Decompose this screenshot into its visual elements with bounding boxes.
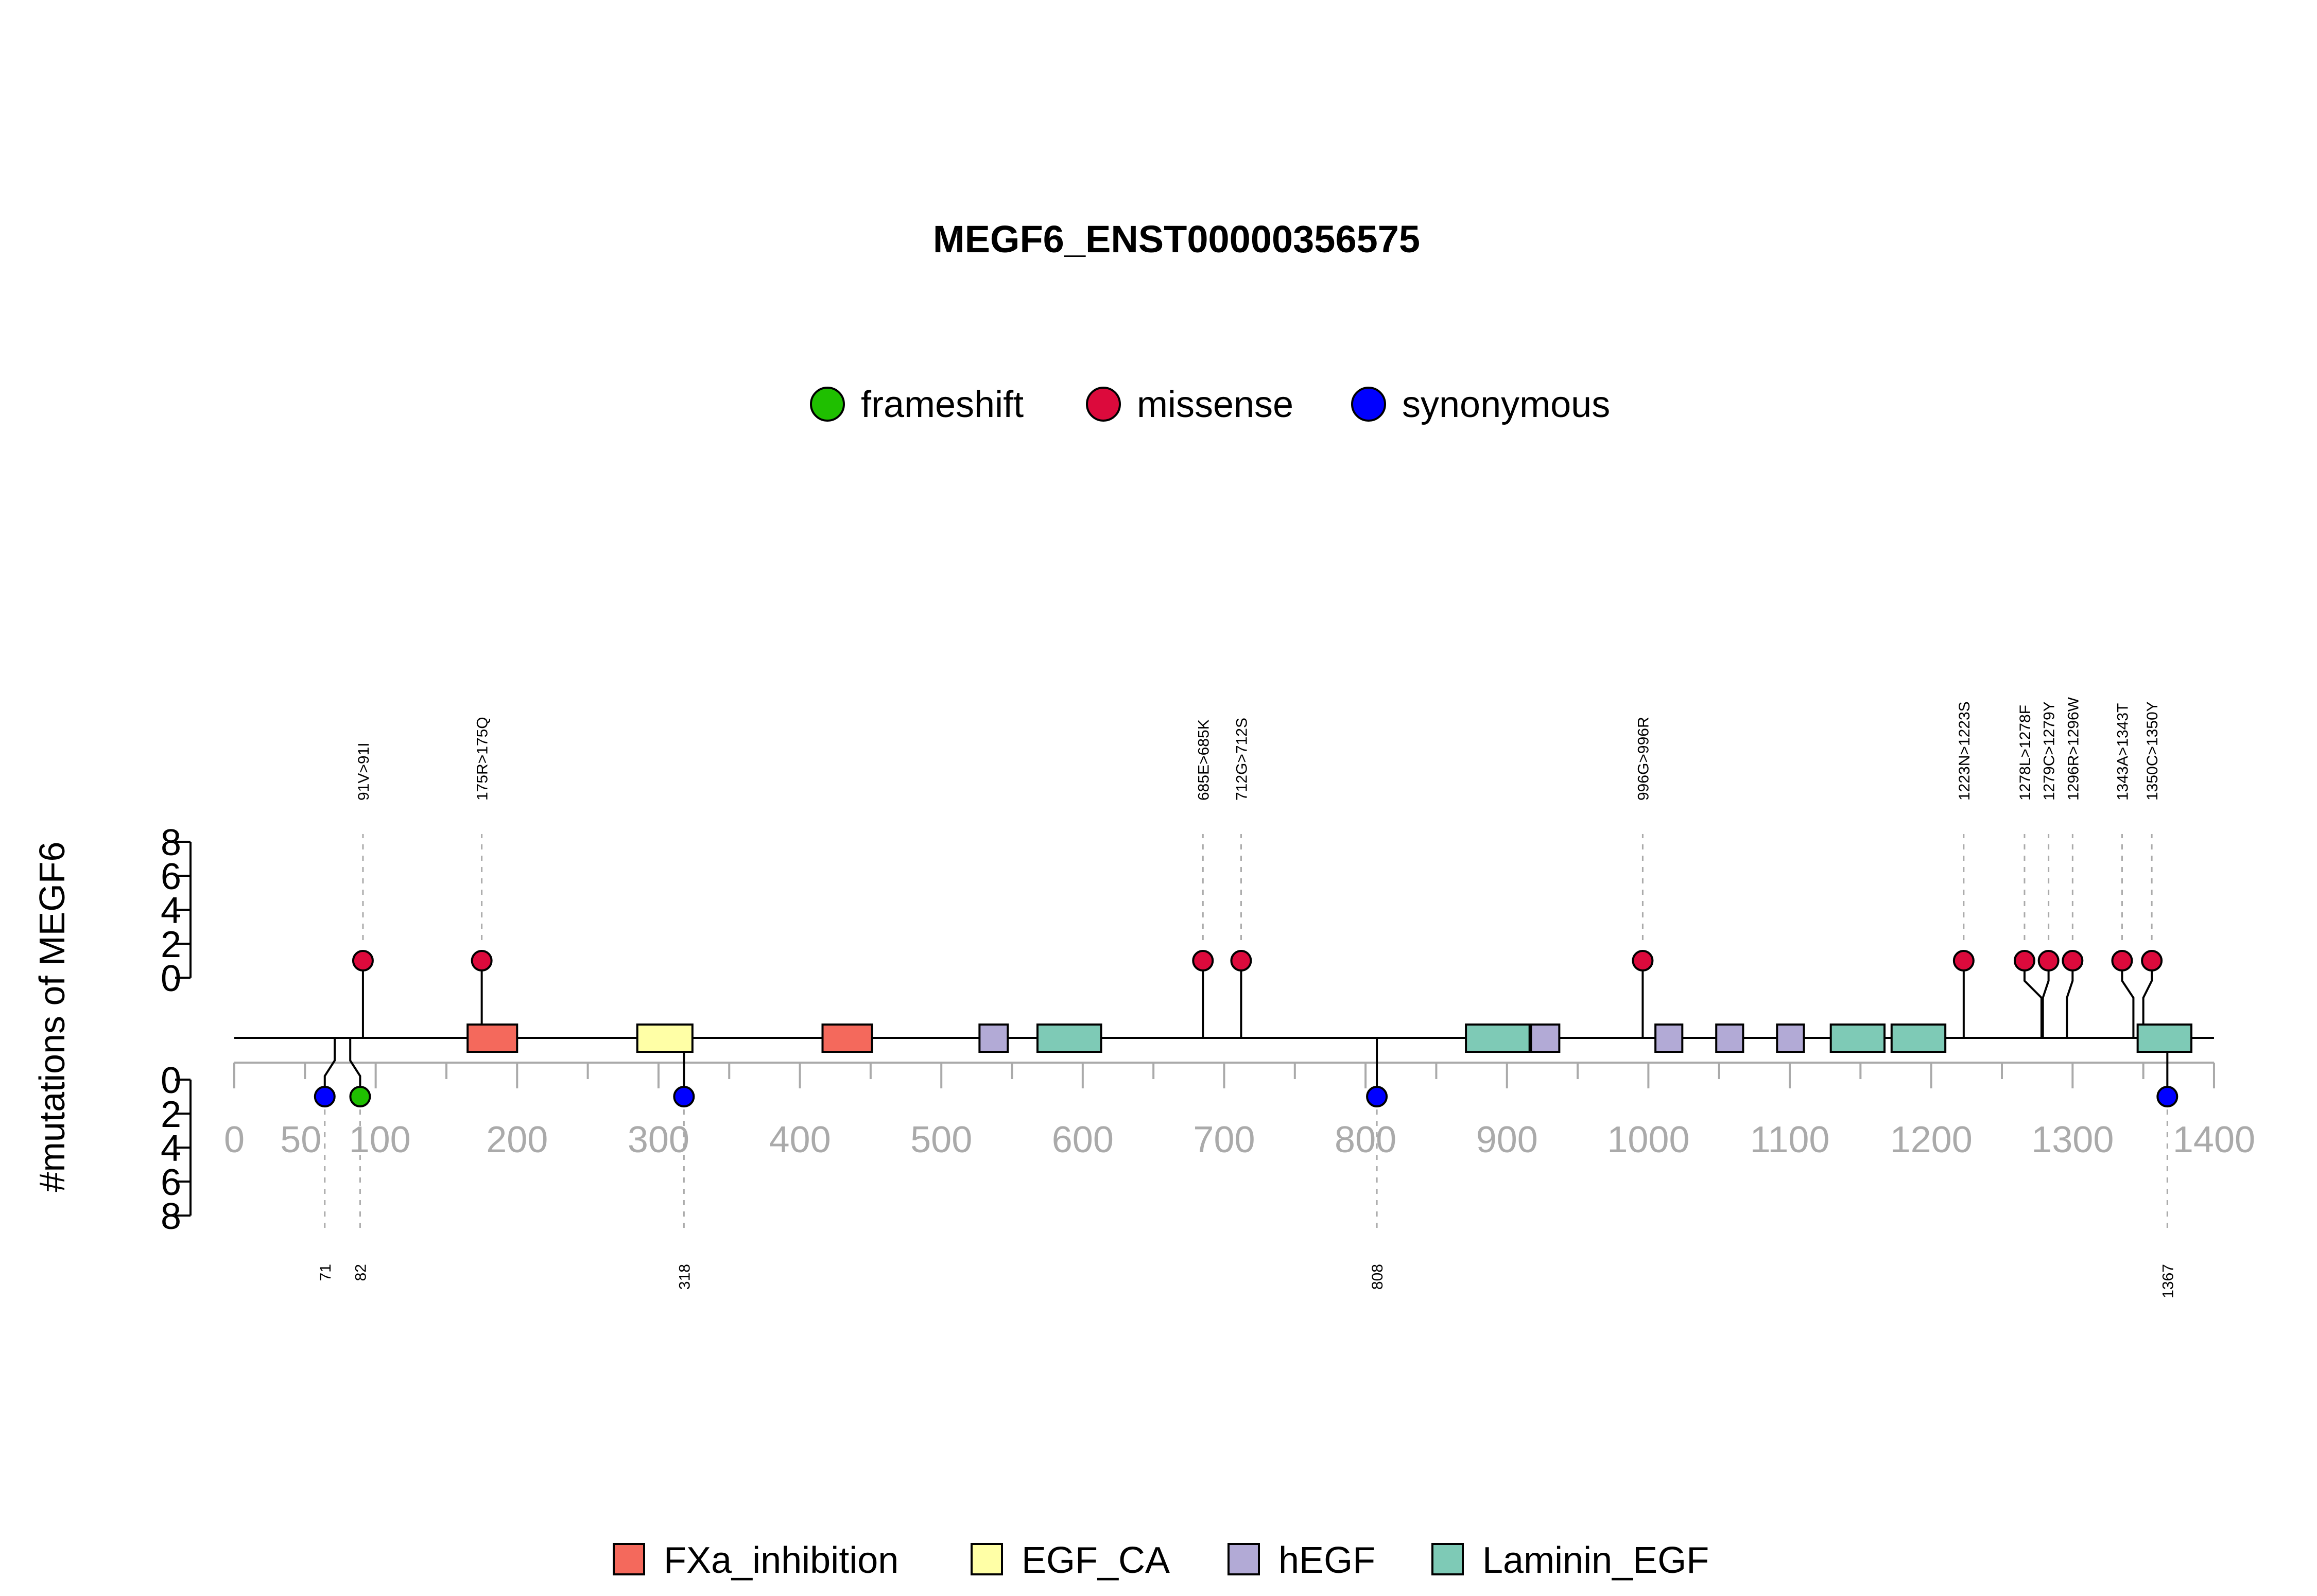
domain-FXa_inhibition bbox=[466, 1023, 518, 1053]
mutation-point-missense bbox=[2013, 950, 2035, 972]
legend-marker-missense bbox=[1086, 387, 1121, 422]
mutation-label: 1278L>1278F bbox=[2017, 705, 2034, 801]
legend-swatch-FXa_inhibition bbox=[613, 1543, 645, 1575]
mutation-point-missense bbox=[1952, 950, 1975, 972]
domain-Laminin_EGF bbox=[1465, 1023, 1531, 1053]
y-tick-label-top: 2 bbox=[161, 924, 181, 965]
mutation-label: 1367 bbox=[2159, 1264, 2176, 1298]
domain-hEGF bbox=[1654, 1023, 1684, 1053]
mutation-point-missense bbox=[2111, 950, 2133, 972]
x-tick-label: 1100 bbox=[1750, 1119, 1830, 1160]
x-tick-label: 600 bbox=[1052, 1119, 1114, 1160]
mutation-label: 1343A>1343T bbox=[2114, 703, 2131, 801]
x-tick-label: 500 bbox=[910, 1119, 972, 1160]
x-tick-label: 1000 bbox=[1607, 1119, 1689, 1160]
mutation-label: 685E>685K bbox=[1195, 719, 1212, 801]
mutation-point-missense bbox=[1192, 950, 1214, 972]
x-tick-label: 400 bbox=[769, 1119, 831, 1160]
mutation-label: 1296R>1296W bbox=[2065, 697, 2082, 801]
domain-hEGF bbox=[978, 1023, 1009, 1053]
x-tick-label: 900 bbox=[1476, 1119, 1538, 1160]
protein-domains bbox=[466, 1023, 2193, 1053]
x-tick-label: 300 bbox=[628, 1119, 689, 1160]
mutation-label: 808 bbox=[1369, 1264, 1386, 1290]
x-tick-label: 1300 bbox=[2031, 1119, 2114, 1160]
domain-FXa_inhibition bbox=[821, 1023, 873, 1053]
mutation-label: 82 bbox=[352, 1264, 369, 1281]
mutation-label: 71 bbox=[317, 1264, 334, 1281]
legend-label-Laminin_EGF: Laminin_EGF bbox=[1482, 1540, 1709, 1581]
mutation-point-missense bbox=[1632, 950, 1654, 972]
x-tick-label: 200 bbox=[486, 1119, 548, 1160]
legend-label-EGF_CA: EGF_CA bbox=[1022, 1540, 1170, 1581]
domain-EGF_CA bbox=[636, 1023, 694, 1053]
mutation-labels: 91V>91I 175R>175Q 685E>685K 712G>712S 996G>9… bbox=[317, 697, 2177, 1298]
mutation-label: 318 bbox=[676, 1264, 693, 1290]
domain-Laminin_EGF bbox=[1829, 1023, 1886, 1053]
mutation-point-synonymous bbox=[673, 1086, 695, 1107]
x-tick-label: 1200 bbox=[1890, 1119, 1973, 1160]
legend-marker-frameshift bbox=[810, 387, 845, 422]
legend-swatch-hEGF bbox=[1227, 1543, 1260, 1575]
mutation-label: 175R>175Q bbox=[474, 717, 491, 801]
domain-hEGF bbox=[1715, 1023, 1744, 1053]
mutation-label: 996G>996R bbox=[1635, 717, 1652, 801]
y-tick-label-top: 0 bbox=[161, 958, 181, 999]
domain-hEGF bbox=[1530, 1023, 1561, 1053]
legend-marker-synonymous bbox=[1351, 387, 1386, 422]
domain-hEGF bbox=[1776, 1023, 1805, 1053]
x-tick-label: 0 bbox=[224, 1119, 245, 1160]
y-tick-label-bottom: 6 bbox=[161, 1162, 181, 1203]
domain-Laminin_EGF bbox=[1890, 1023, 1947, 1053]
mutation-point-missense bbox=[471, 950, 493, 972]
x-axis: 0 50 100 200 300 400 500 600 700 800 900 1000 1100 12… bbox=[224, 1062, 2255, 1160]
y-tick-label-bottom: 2 bbox=[161, 1094, 181, 1135]
x-tick-label: 100 bbox=[349, 1119, 411, 1160]
y-tick-label-top: 6 bbox=[161, 856, 181, 897]
y-tick-label-bottom: 8 bbox=[161, 1196, 181, 1237]
chart-title: MEGF6_ENST00000356575 bbox=[933, 218, 1420, 261]
y-tick-label-bottom: 0 bbox=[161, 1060, 181, 1101]
domain-Laminin_EGF bbox=[2136, 1023, 2193, 1053]
domain-Laminin_EGF bbox=[1036, 1023, 1102, 1053]
mutation-point-missense bbox=[1230, 950, 1252, 972]
x-tick-label: 700 bbox=[1193, 1119, 1255, 1160]
x-tick-label: 50 bbox=[280, 1119, 321, 1160]
mutation-point-frameshift bbox=[349, 1086, 371, 1107]
mutation-points bbox=[314, 950, 2178, 1107]
mutation-label: 1350C>1350Y bbox=[2144, 701, 2161, 801]
mutation-point-synonymous bbox=[314, 1086, 336, 1107]
mutation-point-synonymous bbox=[1366, 1086, 1388, 1107]
domain-legend: FXa_inhibition EGF_CA hEGF Laminin_EGF bbox=[613, 1540, 1709, 1581]
legend-swatch-Laminin_EGF bbox=[1431, 1543, 1464, 1575]
y-axis-label: #mutations of MEGF6 bbox=[32, 842, 72, 1192]
mutation-label: 1223N>1223S bbox=[1956, 701, 1973, 801]
mutation-legend: frameshift missense synonymous bbox=[810, 384, 1610, 425]
legend-label-frameshift: frameshift bbox=[861, 384, 1024, 425]
legend-label-FXa_inhibition: FXa_inhibition bbox=[664, 1540, 898, 1581]
legend-label-missense: missense bbox=[1137, 384, 1293, 425]
legend-swatch-EGF_CA bbox=[971, 1543, 1003, 1575]
mutation-point-missense bbox=[2062, 950, 2084, 972]
x-tick-label: 1400 bbox=[2173, 1119, 2255, 1160]
legend-label-hEGF: hEGF bbox=[1278, 1540, 1375, 1581]
y-tick-label-bottom: 4 bbox=[161, 1128, 181, 1169]
mutation-point-synonymous bbox=[2156, 1086, 2178, 1107]
mutation-point-missense bbox=[352, 950, 374, 972]
x-tick-label: 800 bbox=[1335, 1119, 1396, 1160]
mutation-label: 91V>91I bbox=[355, 742, 372, 801]
mutation-label: 712G>712S bbox=[1233, 718, 1250, 801]
y-tick-label-top: 4 bbox=[161, 890, 181, 931]
legend-label-synonymous: synonymous bbox=[1402, 384, 1610, 425]
mutation-point-missense bbox=[2141, 950, 2163, 972]
mutation-label: 1279C>1279Y bbox=[2041, 701, 2058, 801]
y-tick-label-top: 8 bbox=[161, 822, 181, 863]
mutation-point-missense bbox=[2037, 950, 2060, 972]
